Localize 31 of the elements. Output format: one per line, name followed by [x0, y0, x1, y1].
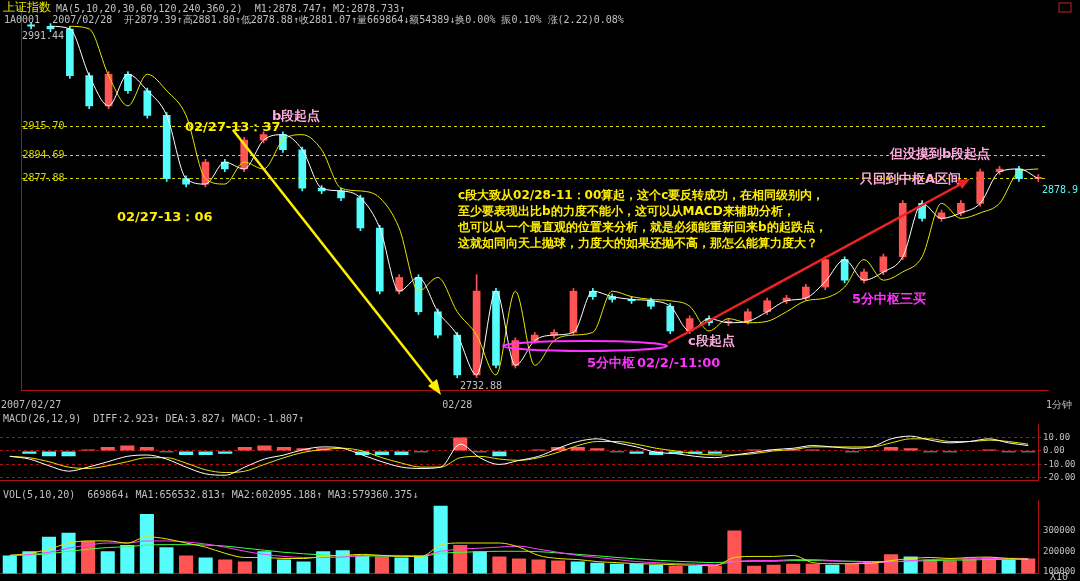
- annotation: 2732.88: [460, 379, 503, 391]
- text: 1分钟: [1046, 398, 1073, 410]
- chart-title: VOL(5,10,20) 669864↓ MA1:656532.813↑ MA2:602095.188↑ MA3:579360.375↓: [3, 488, 419, 500]
- annotation: 只回到中枢A区间: [859, 170, 962, 186]
- chart-subtitle: MA(5,10,20,30,60,120,240,360,2) M1:2878.747↑ M2:2878.733↑: [56, 2, 406, 14]
- y-tick-label: 0.00: [1043, 445, 1065, 456]
- y-tick-label: 200000: [1043, 545, 1076, 556]
- chart-title: 上证指数: [3, 0, 51, 15]
- annotation: 但没摸到b段起点: [889, 145, 991, 161]
- annotation: c段大致从02/28-11：00算起，这个c要反转成功，在相同级别内，: [458, 188, 825, 203]
- annotation: b段起点: [272, 107, 321, 123]
- x-tick-label: 2007/02/27: [1, 398, 62, 410]
- chart-title: MACD(26,12,9) DIFF:2.923↑ DEA:3.827↓ MACD:-1.807↑: [3, 412, 305, 424]
- annotation: 至少要表现出比b的力度不能小，这可以从MACD来辅助分析，: [457, 204, 795, 219]
- y-tick-label: 2894.69: [22, 149, 65, 161]
- annotation: 2878.9: [1042, 183, 1079, 195]
- annotation: 02/2/-11:00: [637, 354, 721, 370]
- x-tick-label: 02/28: [442, 398, 473, 410]
- annotation: 这就如同向天上抛球，力度大的如果还抛不高，那怎么能算力度大？: [457, 236, 818, 251]
- y-tick-label: 2877.88: [22, 172, 65, 184]
- annotation: 5分中枢: [587, 354, 636, 370]
- annotation: 2991.44: [22, 29, 65, 41]
- annotation: 02/27-13：06: [117, 208, 213, 224]
- y-tick-label: -20.00: [1043, 472, 1076, 483]
- y-tick-label: 2915.70: [22, 120, 65, 132]
- annotation: c段起点: [688, 332, 735, 348]
- y-tick-label: 10.00: [1043, 431, 1071, 442]
- annotation: 也可以从一个最直观的位置来分析，就是必须能重新回来b的起跌点，: [457, 220, 827, 235]
- y-tick-label: 300000: [1043, 524, 1076, 535]
- y-tick-label: -10.00: [1043, 458, 1076, 469]
- annotation: 5分中枢三买: [852, 290, 927, 306]
